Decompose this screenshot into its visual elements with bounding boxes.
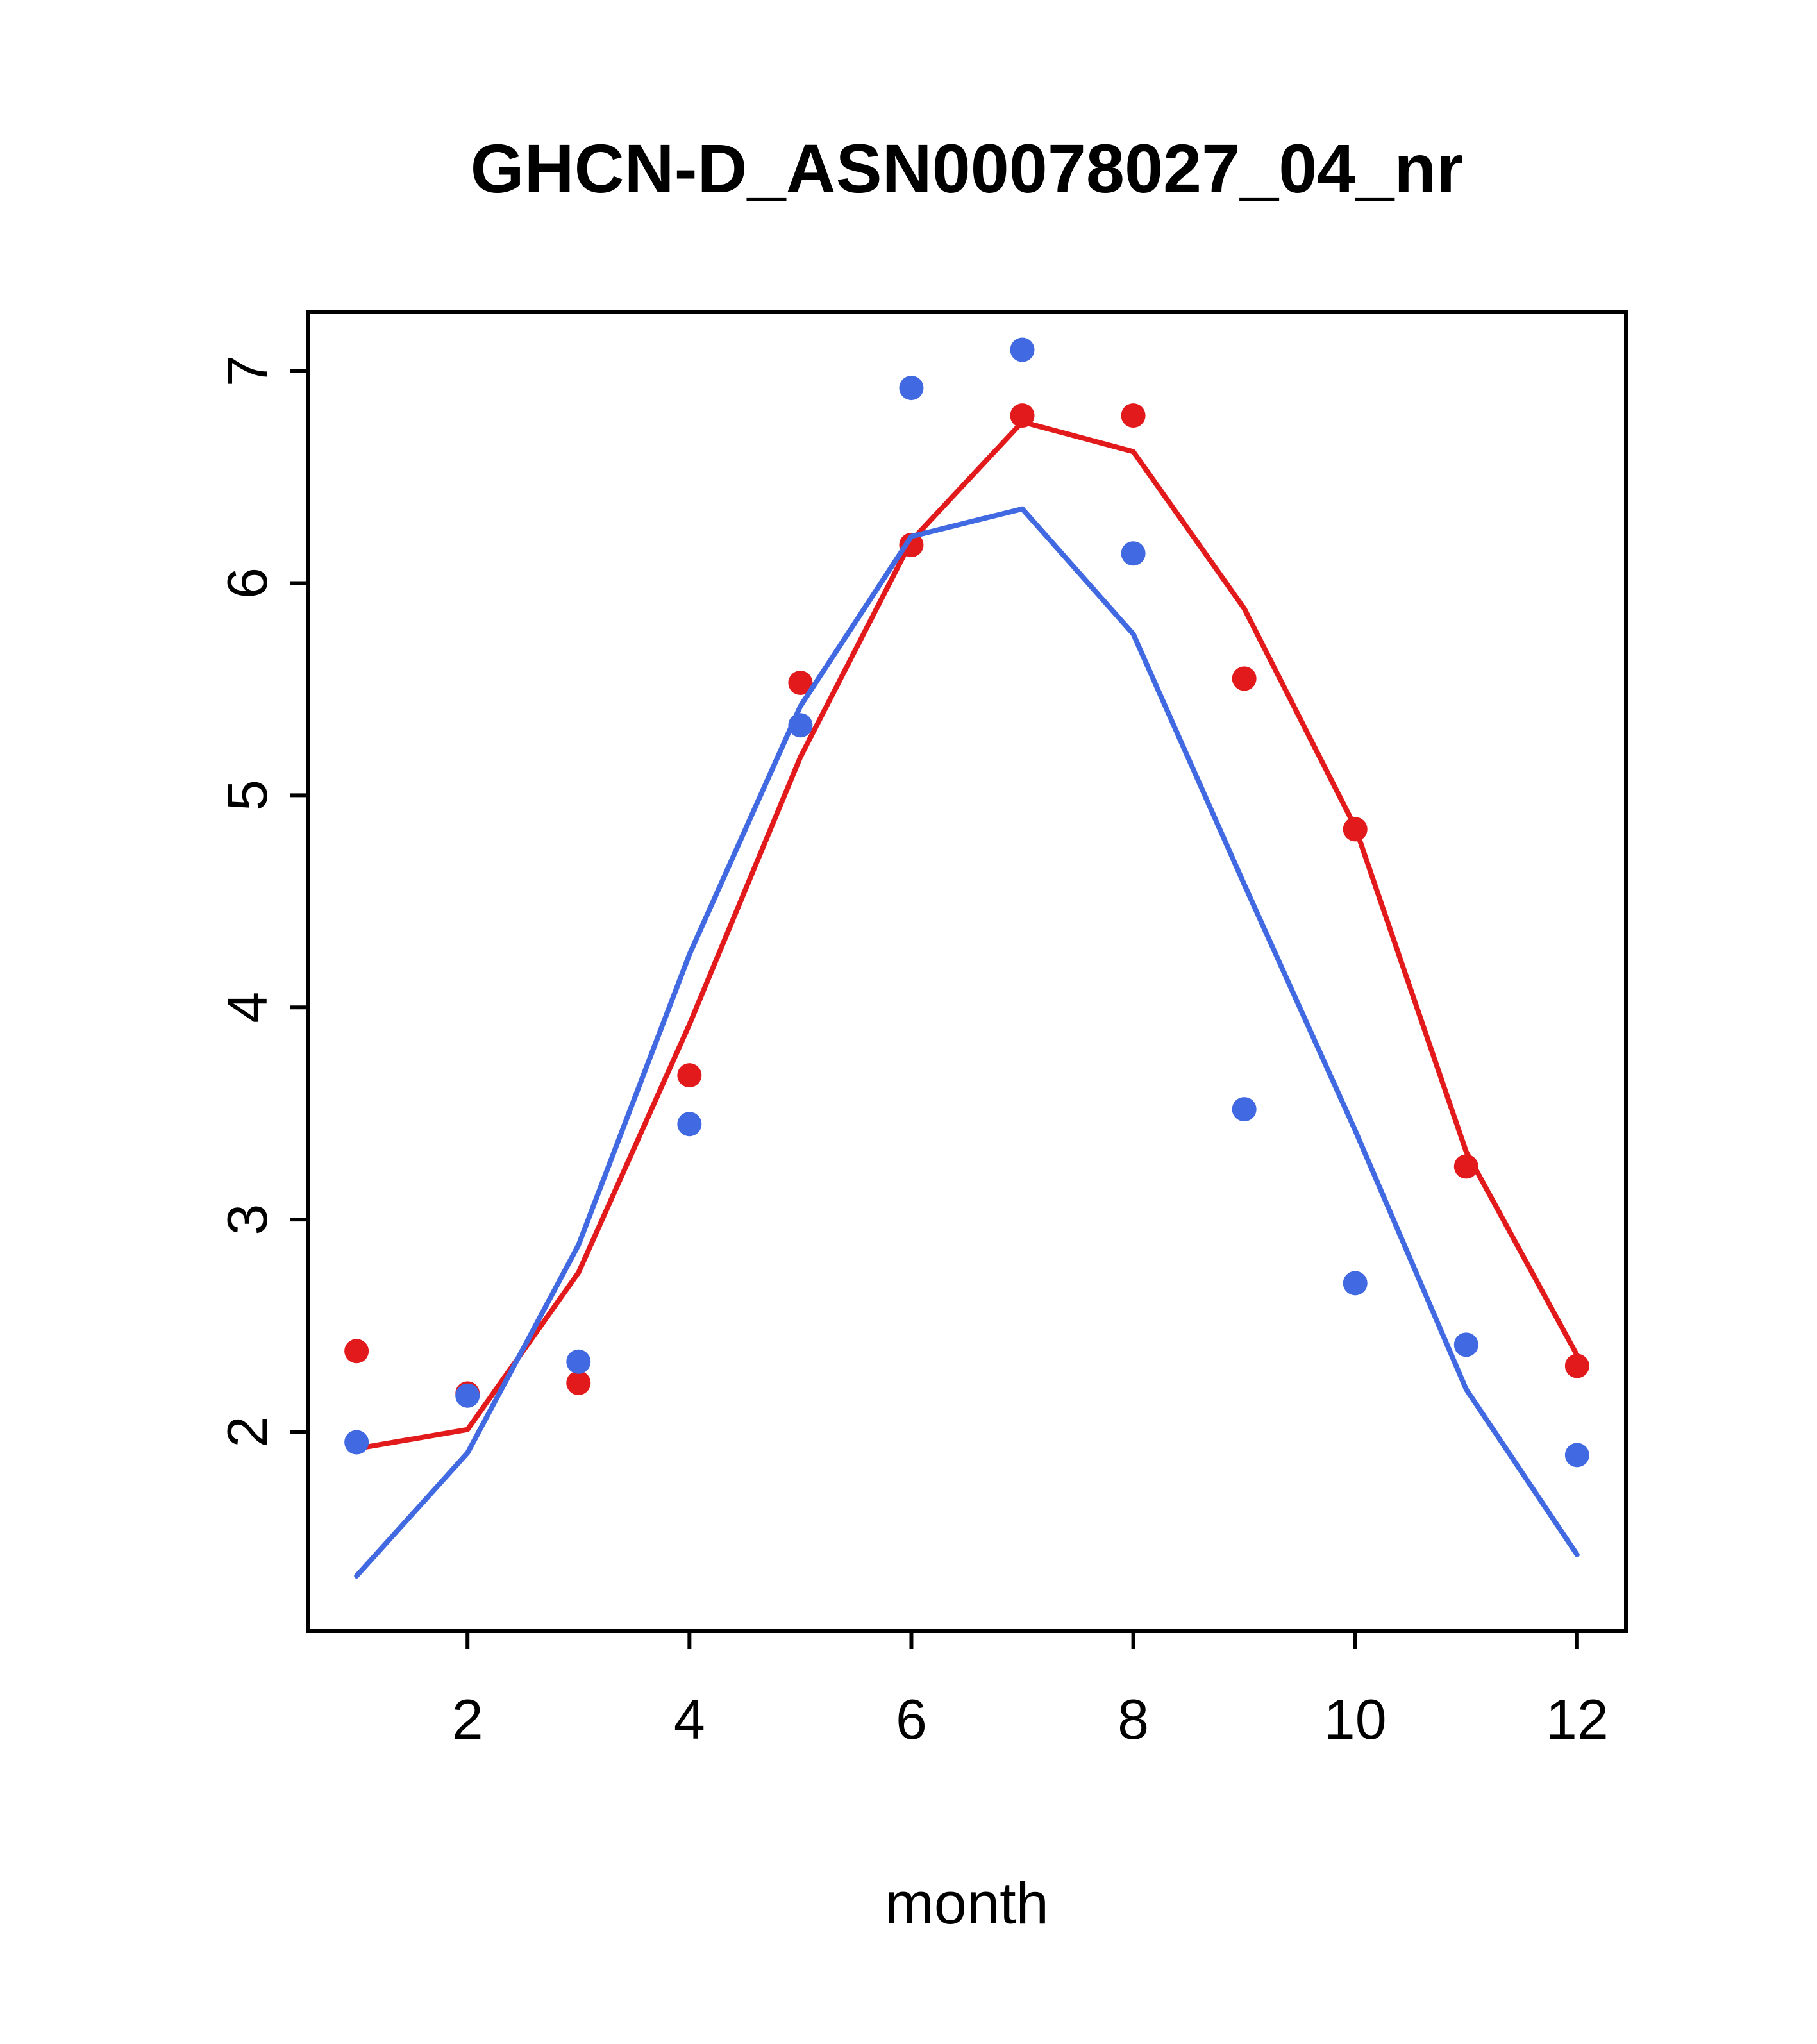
x-tick-label: 4: [674, 1688, 705, 1751]
y-tick-label: 4: [215, 992, 279, 1023]
red-points-point: [677, 1063, 702, 1088]
blue-points-point: [1453, 1332, 1478, 1357]
blue-points-point: [1121, 541, 1146, 566]
blue-points-point: [1343, 1271, 1368, 1296]
blue-points-point: [677, 1112, 702, 1137]
blue-points-point: [899, 376, 924, 401]
x-tick-label: 2: [452, 1688, 483, 1751]
x-axis-label: month: [885, 1871, 1049, 1936]
x-tick-label: 12: [1546, 1688, 1609, 1751]
plot-box: [306, 310, 1628, 1633]
red-points-point: [566, 1370, 591, 1395]
red-line: [354, 419, 1580, 1452]
x-tick-label: 10: [1324, 1688, 1387, 1751]
red-points-point: [1121, 403, 1146, 428]
blue-points-point: [344, 1430, 369, 1455]
blue-points-point: [455, 1383, 480, 1408]
chart-title: GHCN-D_ASN00078027_04_nr: [471, 130, 1464, 207]
data-series: [344, 337, 1589, 1579]
blue-points-point: [1232, 1097, 1257, 1122]
blue-points-point: [566, 1349, 591, 1374]
y-tick-label: 2: [215, 1416, 279, 1448]
y-tick-label: 5: [215, 780, 279, 811]
blue-line: [354, 506, 1580, 1579]
red-points-point: [1564, 1353, 1589, 1378]
x-tick-label: 6: [896, 1688, 927, 1751]
y-tick-label: 3: [215, 1204, 279, 1236]
blue-points-point: [1010, 337, 1035, 362]
red-points-point: [788, 671, 813, 696]
y-tick-label: 6: [215, 567, 279, 599]
x-tick-label: 8: [1118, 1688, 1149, 1751]
blue-points-point: [1564, 1443, 1589, 1468]
red-points-point: [344, 1339, 369, 1364]
axis-ticks: 2 4 6 8 10 12 2 3 4 5 6 7: [215, 355, 1609, 1751]
red-points-point: [1232, 666, 1257, 691]
y-tick-label: 7: [215, 355, 279, 387]
